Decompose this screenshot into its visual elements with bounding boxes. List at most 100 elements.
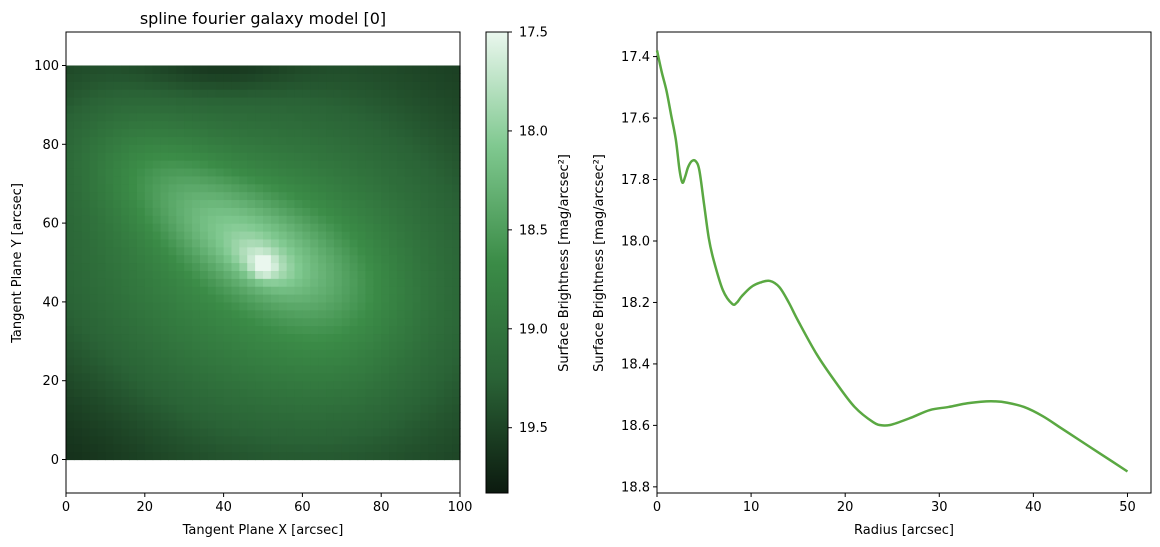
heatmap-cell [121,167,130,177]
heatmap-cell [255,372,264,382]
heatmap-cell [412,152,422,161]
heatmap-cell [294,412,303,421]
heatmap-cell [294,230,303,240]
heatmap-cell [381,160,390,169]
heatmap-cell [420,191,430,201]
heatmap-cell [420,372,430,382]
heatmap-cell [436,396,445,405]
heatmap-cell [302,349,311,358]
heatmap-cell [168,160,177,169]
heatmap-cell [286,104,296,114]
heatmap-cell [105,230,114,240]
heatmap-cell [144,364,154,374]
heatmap-cell [452,333,461,342]
heatmap-cell [404,97,414,106]
heatmap-cell [113,223,122,232]
heatmap-cell [278,89,288,98]
profile-x-tick-label: 0 [653,500,661,515]
heatmap-cell [404,191,414,201]
heatmap-cell [270,136,280,145]
heatmap-cell [255,294,264,303]
heatmap-cell [341,341,351,350]
heatmap-cell [318,396,327,405]
heatmap-cell [121,104,130,114]
heatmap-cell [404,349,414,358]
heatmap-cell [89,364,99,374]
heatmap-cell [66,160,75,169]
heatmap-cell [452,65,461,74]
heatmap-cell [207,294,217,303]
heatmap-cell [310,81,319,90]
heatmap-cell [452,152,461,161]
heatmap-cell [129,254,138,264]
heatmap-cell [152,199,162,208]
heatmap-cell [168,246,177,256]
heatmap-cell [121,427,130,437]
heatmap-cell [389,230,398,240]
heatmap-cell [333,262,343,271]
heatmap-cell [412,207,422,216]
heatmap-cell [389,136,398,145]
heatmap-cell [215,286,225,295]
heatmap-cell [247,175,256,185]
heatmap-cell [326,380,335,390]
heatmap-frame [65,31,461,494]
heatmap-cell [247,420,256,429]
heatmap-cell [184,152,193,161]
heatmap-cell [73,128,83,138]
heatmap-cell [255,167,264,177]
heatmap-cell [278,388,288,398]
heatmap-cell [121,160,130,169]
heatmap-cell [113,301,122,311]
heatmap-cell [81,262,91,271]
heatmap-cell [136,136,146,145]
heatmap-cell [412,73,422,82]
heatmap-cell [223,175,233,185]
heatmap-cell [326,451,335,461]
heatmap-cell [318,309,327,319]
heatmap-cell [231,380,240,390]
heatmap-cell [278,380,288,390]
heatmap-cell [381,309,390,319]
heatmap-cell [247,207,256,216]
heatmap-cell [73,349,83,358]
heatmap-cell [349,199,359,208]
colorbar-tick-label: 19.0 [519,322,548,337]
heatmap-cell [263,412,272,421]
heatmap-cell [160,278,170,287]
heatmap-cell [412,404,422,413]
heatmap-cell [136,183,146,193]
heatmap-cell [255,254,264,264]
heatmap-cell [247,388,256,398]
heatmap-cell [428,286,437,295]
heatmap-cell [302,104,311,114]
heatmap-cell [365,420,374,429]
heatmap-cell [81,104,91,114]
heatmap-cell [294,325,303,335]
heatmap-cell [381,278,390,287]
heatmap-cell [231,364,240,374]
heatmap-cell [318,128,327,138]
heatmap-cell [263,128,272,138]
heatmap-cell [389,357,398,366]
heatmap-cell [239,104,248,114]
heatmap-cell [420,309,430,319]
heatmap-cell [192,112,201,122]
heatmap-cell [199,207,209,216]
heatmap-cell [333,128,343,138]
heatmap-cell [381,443,390,453]
heatmap-cell [66,120,75,130]
heatmap-cell [452,364,461,374]
heatmap-cell [302,309,311,319]
heatmap-cell [144,404,154,413]
heatmap-cell [365,230,374,240]
heatmap-cell [121,238,130,248]
heatmap-cell [381,183,390,193]
heatmap-cell [396,325,406,335]
heatmap-cell [452,215,461,224]
heatmap-cell [404,175,414,185]
heatmap-cell [412,357,422,366]
heatmap-cell [231,396,240,405]
heatmap-cell [420,317,430,327]
heatmap-cell [404,254,414,264]
